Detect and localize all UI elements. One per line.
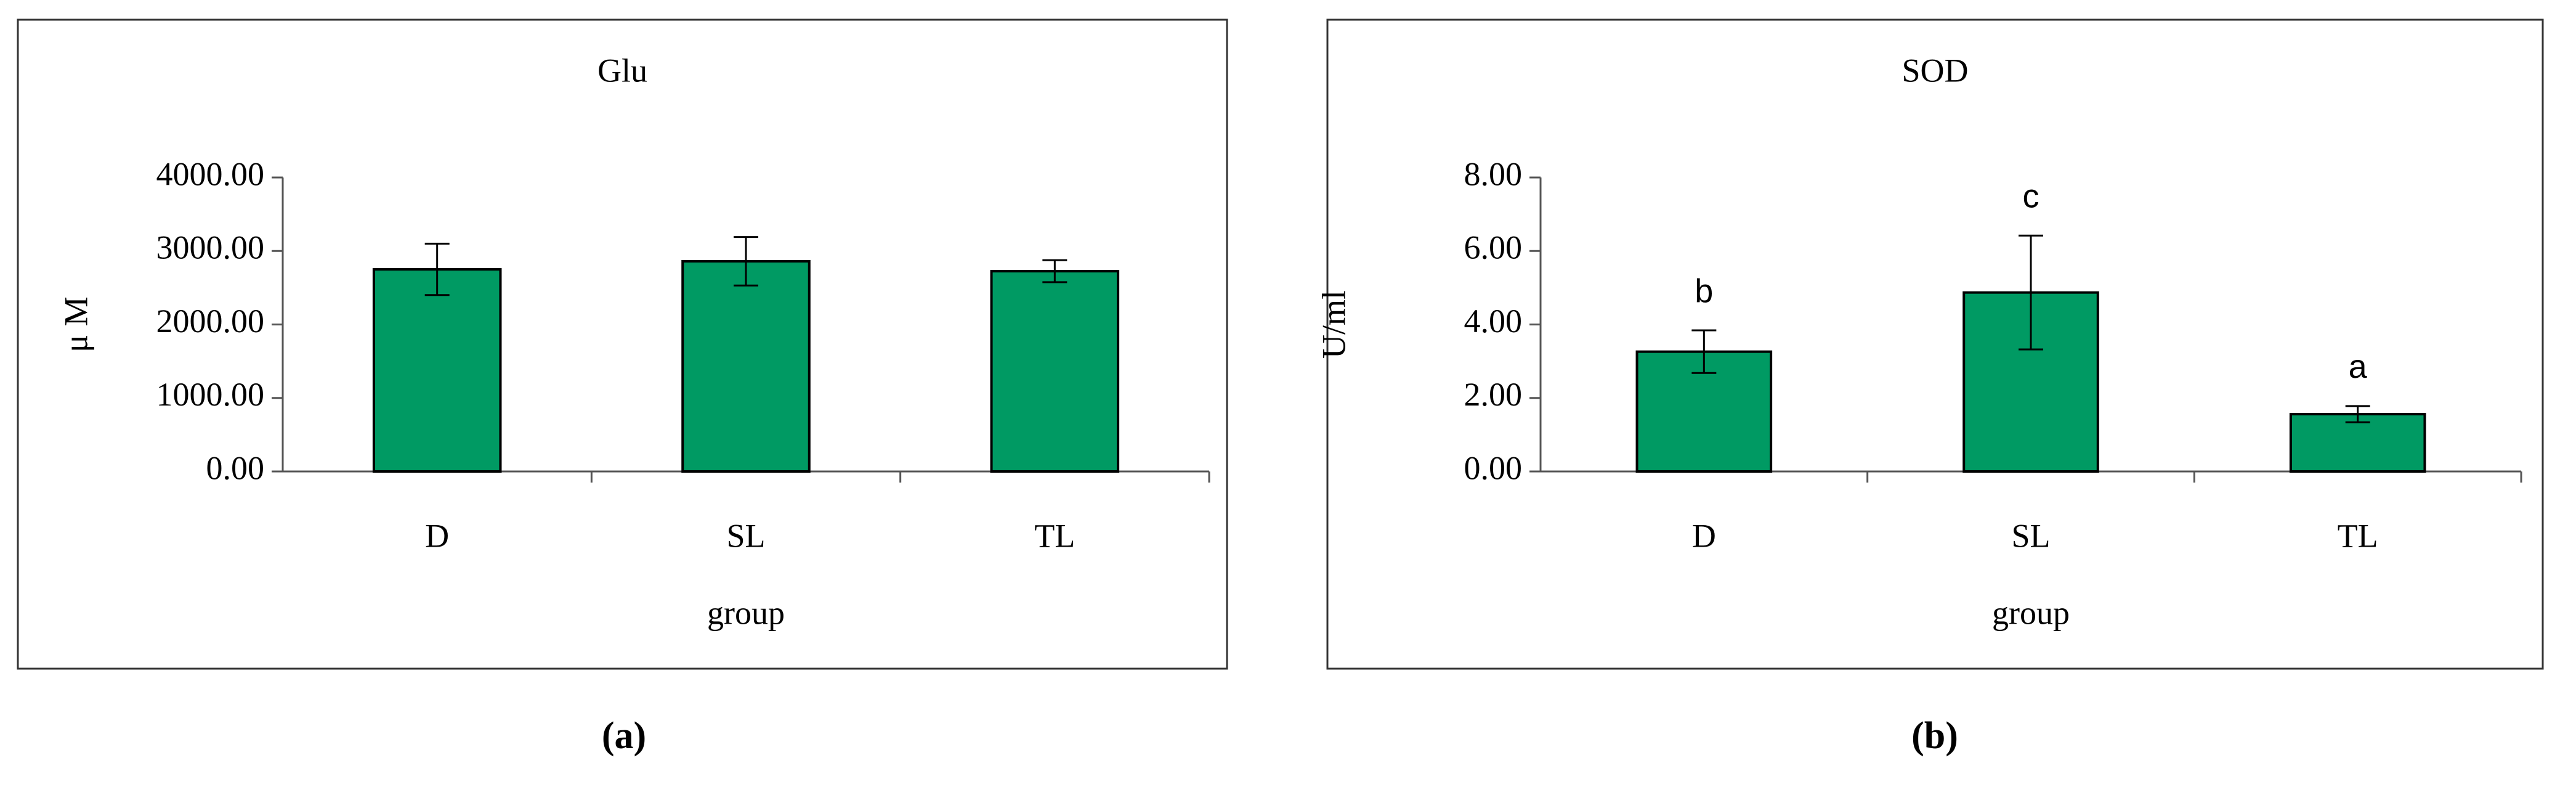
y-tick-label: 2000.00 — [156, 303, 265, 340]
significance-label: b — [1695, 272, 1713, 309]
significance-label: a — [2349, 348, 2368, 385]
error-bar — [1042, 259, 1067, 283]
error-bar — [2345, 405, 2370, 423]
y-axis-label: U/ml — [1315, 290, 1352, 359]
y-tick-label: 4.00 — [1464, 303, 1523, 340]
bar — [2289, 412, 2426, 473]
x-axis-label: group — [707, 594, 785, 631]
error-bar — [424, 242, 450, 296]
x-tick-label: TL — [2338, 517, 2378, 554]
bar — [372, 268, 502, 473]
x-tick-label: SL — [2011, 517, 2050, 554]
x-tick-label: D — [1692, 517, 1716, 554]
panel-frame — [17, 18, 1228, 670]
y-tick-label: 4000.00 — [156, 155, 265, 192]
panel-label: (a) — [602, 715, 646, 757]
y-tick-label: 8.00 — [1464, 155, 1523, 192]
error-bar — [734, 236, 758, 287]
chart-title: Glu — [597, 52, 647, 89]
y-tick-label: 2.00 — [1464, 376, 1523, 413]
error-bar — [2019, 234, 2043, 351]
bar — [990, 270, 1120, 473]
error-bar — [1691, 329, 1717, 374]
x-tick-label: D — [425, 517, 449, 554]
y-tick-label: 1000.00 — [156, 376, 265, 413]
y-axis-label: μ M — [57, 296, 94, 352]
y-tick-label: 3000.00 — [156, 229, 265, 266]
x-axis-label: group — [1992, 594, 2070, 631]
panel-frame — [1326, 18, 2544, 670]
x-tick-label: TL — [1034, 517, 1075, 554]
x-tick-label: SL — [726, 517, 765, 554]
y-tick-label: 6.00 — [1464, 229, 1523, 266]
significance-label: c — [2023, 177, 2039, 214]
bar — [681, 259, 811, 473]
y-tick-label: 0.00 — [206, 449, 265, 486]
panel-label: (b) — [1911, 715, 1958, 757]
chart-title: SOD — [1902, 52, 1968, 89]
y-tick-label: 0.00 — [1464, 449, 1523, 486]
